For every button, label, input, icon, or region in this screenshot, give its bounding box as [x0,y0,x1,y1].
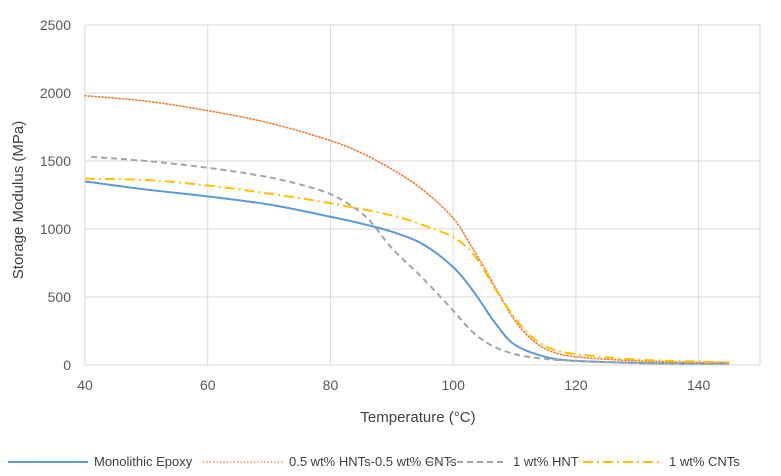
legend-label-3: 1 wt% HNT [513,454,579,469]
legend-label-1: Monolithic Epoxy [94,454,193,469]
series-lines [84,94,731,365]
y-tick-label: 0 [63,357,71,373]
legend-label-2: 0.5 wt% HNTs-0.5 wt% CNTs [289,454,457,469]
y-tick-label: 2000 [40,85,71,101]
x-tick-label: 120 [564,377,588,393]
x-axis-label: Temperature (°C) [360,409,475,426]
series-line-1 [84,180,730,365]
x-tick-label: 80 [323,377,339,393]
x-tick-label: 100 [442,377,466,393]
y-tick-label: 1500 [40,153,71,169]
x-tick-label: 60 [200,377,216,393]
x-axis-ticks: 40 60 80 100 120 140 [77,377,710,393]
y-axis-ticks: 0 500 1000 1500 2000 2500 [40,17,71,373]
series-line-3 [91,155,730,365]
series-line-4 [84,177,730,364]
y-tick-label: 1000 [40,221,71,237]
gridlines [84,24,761,366]
series-line-2 [84,94,731,364]
x-tick-label: 40 [77,377,93,393]
y-tick-label: 500 [48,289,72,305]
y-axis-label: Storage Modulus (MPa) [10,121,27,279]
legend: Monolithic Epoxy 0.5 wt% HNTs-0.5 wt% CNT… [8,454,740,469]
y-tick-label: 2500 [40,17,71,33]
x-tick-label: 140 [687,377,711,393]
legend-label-4: 1 wt% CNTs [669,454,740,469]
